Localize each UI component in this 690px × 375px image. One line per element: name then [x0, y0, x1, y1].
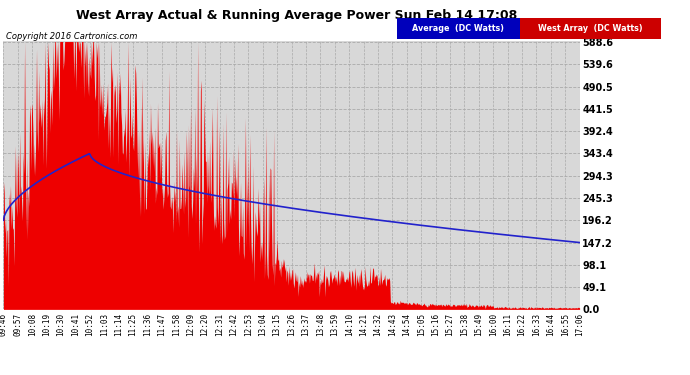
Text: Copyright 2016 Cartronics.com: Copyright 2016 Cartronics.com	[6, 32, 137, 41]
Text: West Array Actual & Running Average Power Sun Feb 14 17:08: West Array Actual & Running Average Powe…	[76, 9, 518, 22]
Text: Average  (DC Watts): Average (DC Watts)	[412, 24, 504, 33]
Text: West Array  (DC Watts): West Array (DC Watts)	[538, 24, 642, 33]
